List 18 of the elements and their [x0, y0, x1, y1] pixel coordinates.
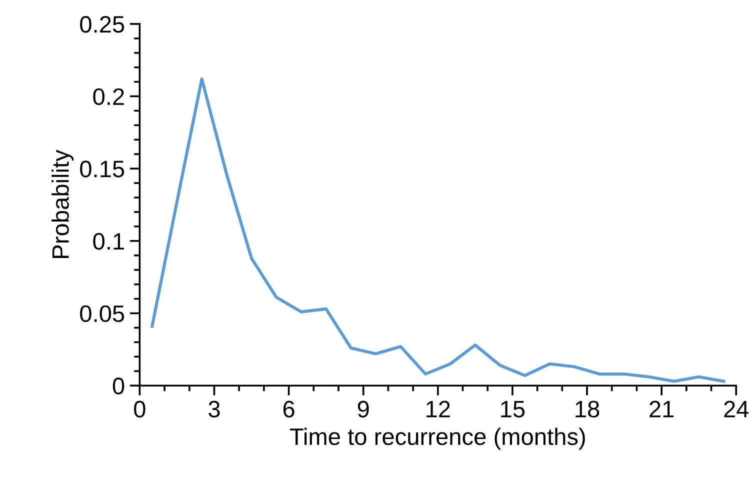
- y-tick-label: 0.15: [80, 160, 124, 178]
- x-tick-label: 24: [724, 400, 749, 418]
- x-tick-label: 6: [283, 400, 294, 418]
- y-tick-label: 0.2: [93, 88, 124, 106]
- x-tick-label: 21: [650, 400, 674, 418]
- x-tick-label: 0: [134, 400, 146, 418]
- x-tick-label: 9: [358, 400, 369, 418]
- y-tick-label: 0.05: [80, 305, 124, 322]
- x-axis-title: Time to recurrence (months): [290, 428, 585, 450]
- y-tick-label: 0.25: [80, 16, 124, 33]
- y-tick-label: 0.1: [93, 233, 124, 250]
- y-axis-title: Probability: [52, 150, 74, 258]
- x-tick-label: 3: [208, 400, 220, 418]
- x-tick-label: 15: [501, 401, 525, 418]
- x-tick-label: 18: [576, 400, 600, 418]
- line-series: [150, 77, 726, 383]
- x-tick-label: 12: [426, 400, 450, 418]
- y-tick-label: 0: [112, 378, 124, 394]
